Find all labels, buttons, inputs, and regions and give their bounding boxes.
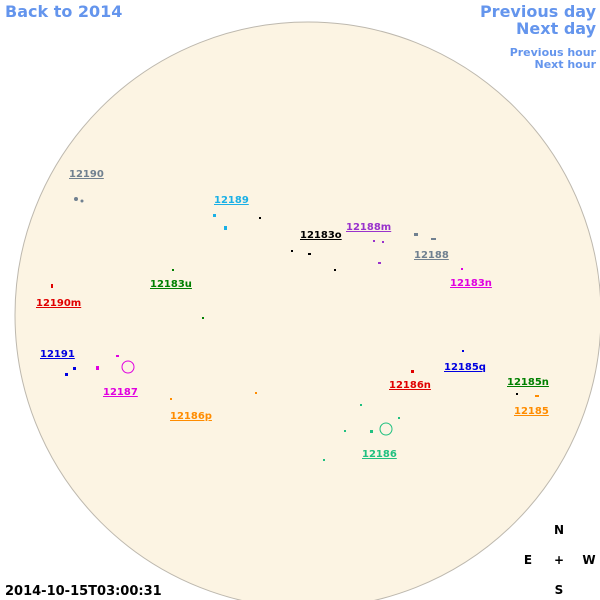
region-label[interactable]: 12183n xyxy=(450,278,492,289)
sunspots xyxy=(51,197,539,461)
compass-center: + xyxy=(554,553,564,567)
region-label[interactable]: 12185 xyxy=(514,406,549,417)
region-label[interactable]: 12190 xyxy=(69,169,104,180)
region-label[interactable]: 12190m xyxy=(36,298,81,309)
region-label[interactable]: 12187 xyxy=(103,387,138,398)
timestamp: 2014-10-15T03:00:31 xyxy=(5,584,162,599)
solar-disk xyxy=(14,21,600,600)
region-label[interactable]: 12183o xyxy=(300,230,342,241)
compass-east: E xyxy=(524,553,532,567)
compass-south: S xyxy=(555,583,564,597)
previous-hour-link[interactable]: Previous hour xyxy=(510,46,597,59)
compass-west: W xyxy=(582,553,595,567)
region-label[interactable]: 12183u xyxy=(150,279,192,290)
region-label[interactable]: 12186 xyxy=(362,449,397,460)
region-label[interactable]: 12191 xyxy=(40,349,75,360)
back-link[interactable]: Back to 2014 xyxy=(5,2,122,21)
region-label[interactable]: 12186p xyxy=(170,411,212,422)
region-label[interactable]: 12189 xyxy=(214,195,249,206)
region-label[interactable]: 12186n xyxy=(389,380,431,391)
next-day-link[interactable]: Next day xyxy=(516,19,597,38)
region-label[interactable]: 12188m xyxy=(346,222,391,233)
region-label[interactable]: 12188 xyxy=(414,250,449,261)
compass-north: N xyxy=(554,523,564,537)
next-hour-link[interactable]: Next hour xyxy=(535,58,597,71)
previous-day-link[interactable]: Previous day xyxy=(480,2,597,21)
region-label[interactable]: 12185n xyxy=(507,377,549,388)
region-label[interactable]: 12185q xyxy=(444,362,486,373)
